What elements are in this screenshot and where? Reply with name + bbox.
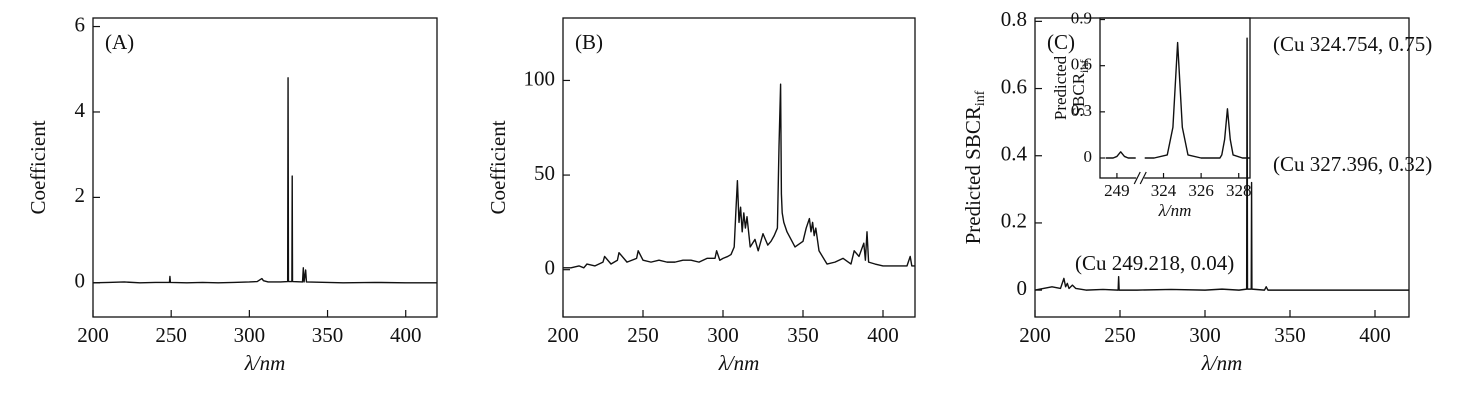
- x-tick-label: 350: [787, 323, 819, 347]
- panel-label: (A): [105, 30, 134, 54]
- x-tick-label: 250: [155, 323, 187, 347]
- x-tick-label: 328: [1226, 181, 1252, 200]
- x-tick-label: 350: [1274, 323, 1306, 347]
- axis-break: [1133, 171, 1141, 185]
- panel-label: (C): [1047, 30, 1075, 54]
- spectrum-line: [92, 77, 437, 284]
- spectrum-line: [1144, 41, 1250, 159]
- y-tick-label: 0.9: [1071, 8, 1092, 27]
- x-tick-label: 400: [1359, 323, 1391, 347]
- spectrum-line: [1105, 151, 1136, 159]
- y-tick-label: 50: [534, 161, 555, 185]
- y-axis-label-text: Predicted: [1051, 55, 1070, 120]
- x-axis-label: λ/nm: [1201, 351, 1243, 375]
- y-axis-label-text: Predicted SBCR: [961, 106, 985, 244]
- x-tick-label: 250: [1104, 323, 1136, 347]
- y-tick-label: 6: [75, 12, 86, 36]
- y-tick-label: 0: [1017, 276, 1028, 300]
- y-tick-label: 0.2: [1001, 209, 1027, 233]
- annotation: (Cu 327.396, 0.32): [1273, 152, 1432, 176]
- x-tick-label: 400: [867, 323, 899, 347]
- x-tick-label: 350: [312, 323, 344, 347]
- y-tick-label: 0: [545, 256, 556, 280]
- axis-break: [1139, 171, 1147, 185]
- y-tick-label: 0.6: [1001, 74, 1027, 98]
- y-axis-label: Predicted: [1051, 55, 1070, 120]
- panel-label: (B): [575, 30, 603, 54]
- y-axis-label-sub: inf: [1077, 60, 1091, 73]
- spectrum-line: [563, 83, 915, 269]
- x-tick-label: 250: [627, 323, 659, 347]
- y-axis-label-text: SBCR: [1069, 72, 1088, 116]
- plot-frame: [1099, 17, 1251, 179]
- x-axis-label: λ/nm: [1158, 201, 1192, 220]
- y-axis-label-text: Coefficient: [486, 120, 510, 214]
- y-axis-label: Predicted SBCRinf: [961, 90, 988, 244]
- y-tick-label: 0.3: [1071, 101, 1092, 120]
- x-tick-label: 249: [1104, 181, 1130, 200]
- x-tick-label: 200: [547, 323, 579, 347]
- y-tick-label: 4: [75, 98, 86, 122]
- x-tick-label: 300: [707, 323, 739, 347]
- plot-frame: [562, 17, 916, 318]
- y-axis-label: Coefficient: [26, 120, 50, 214]
- plot-frame: [92, 17, 438, 318]
- x-tick-label: 324: [1151, 181, 1177, 200]
- x-axis-label: λ/nm: [718, 351, 760, 375]
- y-tick-label: 0: [1084, 147, 1093, 166]
- y-axis-label: Coefficient: [486, 120, 510, 214]
- y-tick-label: 100: [524, 66, 556, 90]
- y-axis-label: SBCRinf: [1069, 60, 1091, 117]
- x-tick-label: 300: [1189, 323, 1221, 347]
- x-tick-label: 300: [234, 323, 266, 347]
- y-tick-label: 0.6: [1071, 55, 1092, 74]
- y-tick-label: 0: [75, 269, 86, 293]
- y-tick-label: 0.4: [1001, 142, 1028, 166]
- x-axis-label: λ/nm: [244, 351, 286, 375]
- annotation: (Cu 324.754, 0.75): [1273, 32, 1432, 56]
- axis-break-gap: [1136, 172, 1145, 184]
- x-tick-label: 400: [390, 323, 422, 347]
- y-axis-label-sub: inf: [973, 90, 988, 106]
- y-tick-label: 0.8: [1001, 7, 1027, 31]
- x-tick-label: 326: [1188, 181, 1214, 200]
- annotation: (Cu 249.218, 0.04): [1075, 251, 1234, 275]
- x-tick-label: 200: [77, 323, 109, 347]
- x-tick-label: 200: [1019, 323, 1051, 347]
- spectrum-line: [1034, 37, 1409, 291]
- y-tick-label: 2: [75, 183, 86, 207]
- y-axis-label-text: Coefficient: [26, 120, 50, 214]
